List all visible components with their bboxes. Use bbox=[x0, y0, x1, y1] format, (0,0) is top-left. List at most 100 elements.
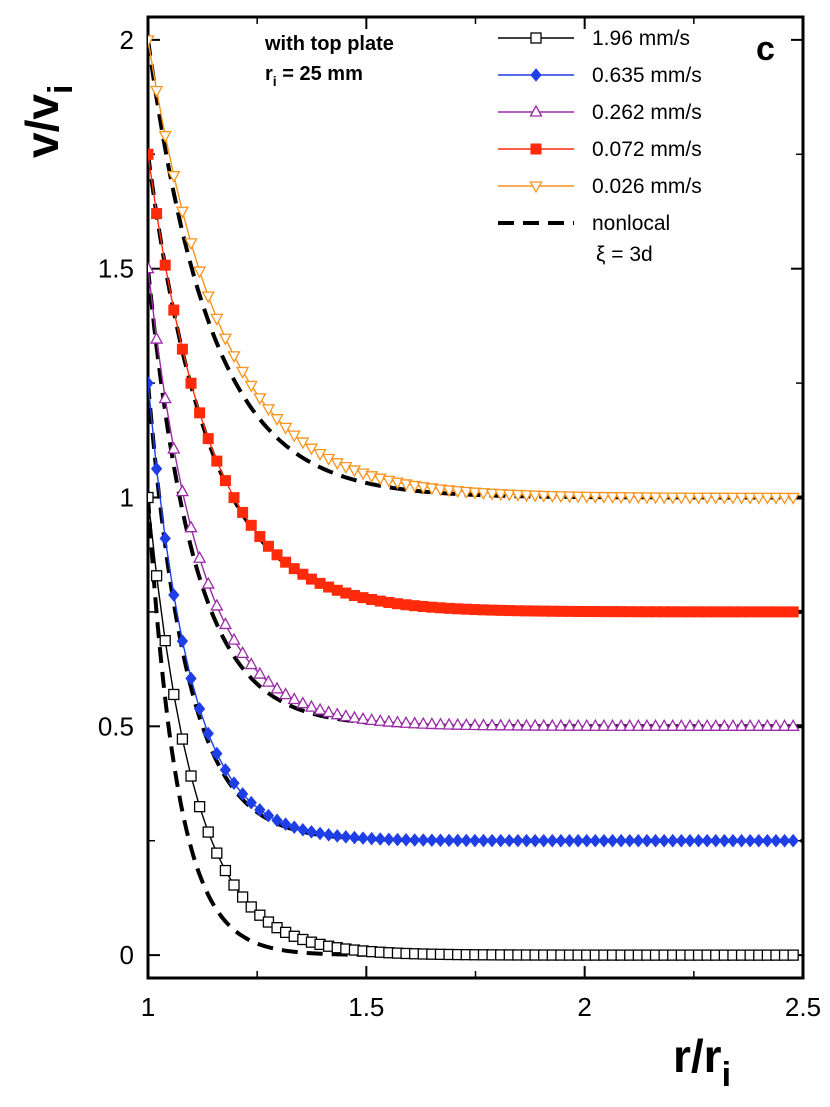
data-point bbox=[648, 492, 663, 505]
legend-marker-3 bbox=[530, 143, 542, 155]
data-point bbox=[262, 916, 275, 928]
data-point bbox=[512, 833, 524, 848]
annotation-radius-r: r bbox=[265, 63, 273, 85]
data-point bbox=[211, 746, 223, 761]
data-point bbox=[245, 519, 257, 531]
x-tick-label: 1 bbox=[141, 992, 155, 1022]
data-point bbox=[761, 833, 774, 848]
data-point bbox=[227, 351, 241, 364]
data-point bbox=[511, 489, 525, 502]
data-point bbox=[666, 718, 680, 731]
data-point bbox=[408, 480, 422, 493]
y-tick-label: 0 bbox=[120, 940, 134, 970]
data-point bbox=[787, 833, 799, 848]
data-point bbox=[399, 715, 413, 728]
data-point bbox=[313, 702, 327, 715]
data-point bbox=[193, 266, 207, 279]
data-point bbox=[279, 422, 293, 435]
data-point bbox=[658, 833, 670, 848]
data-point bbox=[606, 833, 619, 848]
data-point bbox=[597, 491, 611, 504]
data-point bbox=[717, 718, 731, 731]
data-point bbox=[597, 718, 611, 731]
data-point bbox=[148, 35, 155, 48]
data-point bbox=[218, 617, 233, 630]
data-point bbox=[184, 238, 198, 251]
data-point bbox=[254, 909, 266, 921]
data-point bbox=[296, 437, 310, 450]
data-point bbox=[185, 671, 197, 686]
data-point bbox=[529, 833, 541, 848]
data-point bbox=[366, 831, 378, 846]
data-point bbox=[691, 718, 706, 731]
data-point bbox=[244, 380, 258, 393]
data-point bbox=[433, 484, 448, 497]
data-point bbox=[185, 770, 197, 782]
data-point bbox=[442, 485, 456, 498]
data-point bbox=[700, 718, 714, 731]
data-point bbox=[571, 491, 585, 504]
data-point bbox=[210, 598, 224, 611]
data-point bbox=[460, 833, 472, 848]
data-point bbox=[442, 717, 456, 730]
data-point bbox=[194, 407, 206, 419]
data-point bbox=[262, 540, 274, 552]
data-point bbox=[148, 491, 154, 504]
data-point bbox=[193, 801, 206, 813]
data-point bbox=[614, 718, 628, 731]
data-point bbox=[184, 520, 198, 533]
data-point bbox=[683, 718, 697, 731]
data-point bbox=[485, 488, 499, 501]
data-point bbox=[503, 833, 515, 848]
data-point bbox=[254, 803, 266, 817]
data-point bbox=[158, 391, 172, 404]
markers-layer bbox=[148, 35, 800, 961]
data-point bbox=[700, 492, 714, 505]
data-point bbox=[615, 833, 627, 848]
data-point bbox=[581, 833, 593, 848]
data-point bbox=[623, 718, 637, 731]
data-point bbox=[631, 718, 645, 731]
legend-marker-4 bbox=[529, 181, 543, 194]
data-point bbox=[538, 833, 550, 848]
x-axis-title-main: r/r bbox=[673, 1030, 722, 1082]
data-point bbox=[657, 492, 671, 505]
y-tick-label: 1.5 bbox=[98, 254, 134, 284]
data-point bbox=[760, 492, 774, 505]
data-point bbox=[648, 718, 663, 731]
data-point bbox=[409, 833, 421, 847]
data-point bbox=[357, 831, 369, 845]
data-point bbox=[340, 830, 352, 844]
data-point bbox=[743, 492, 757, 505]
data-point bbox=[477, 833, 490, 848]
data-point bbox=[469, 833, 481, 848]
data-point bbox=[692, 833, 705, 848]
data-point bbox=[168, 688, 180, 701]
data-point bbox=[148, 148, 154, 160]
data-point bbox=[623, 492, 637, 505]
data-point bbox=[304, 699, 319, 712]
data-point bbox=[296, 696, 310, 709]
data-point bbox=[631, 492, 645, 505]
data-point bbox=[150, 570, 163, 582]
data-point bbox=[666, 492, 680, 505]
data-point bbox=[494, 489, 508, 502]
data-point bbox=[546, 833, 558, 848]
data-point bbox=[786, 718, 800, 731]
data-point bbox=[743, 718, 757, 731]
data-point bbox=[330, 458, 344, 471]
annotation-radius: ri = 25 mm bbox=[265, 63, 363, 89]
data-point bbox=[589, 833, 601, 848]
data-point bbox=[511, 718, 525, 731]
annotation-plate: with top plate bbox=[264, 33, 394, 55]
data-point bbox=[425, 717, 439, 730]
data-point bbox=[425, 483, 439, 496]
data-point bbox=[168, 588, 180, 602]
legend-label-0: 1.96 mm/s bbox=[592, 27, 690, 50]
data-point bbox=[244, 657, 258, 670]
data-point bbox=[373, 713, 387, 726]
legend-label-2: 0.262 mm/s bbox=[592, 101, 702, 124]
data-point bbox=[228, 492, 240, 504]
data-point bbox=[709, 492, 723, 505]
data-point bbox=[245, 901, 257, 913]
